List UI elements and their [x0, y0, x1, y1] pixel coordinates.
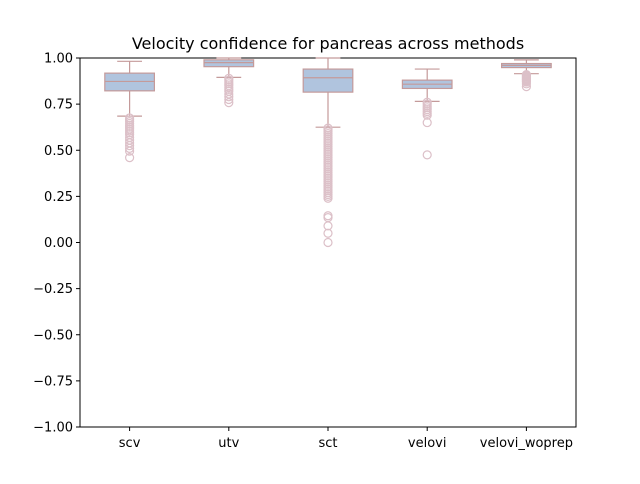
box-utv [203, 59, 255, 68]
flier-point [125, 146, 135, 156]
flier-point [224, 89, 234, 99]
x-tick-label: sct [318, 436, 337, 451]
y-tick-label: −0.25 [33, 282, 73, 297]
flier-point [422, 110, 432, 120]
x-tick-label: velovi [408, 436, 447, 451]
chart-title: Velocity confidence for pancreas across … [132, 34, 524, 53]
flier-point [323, 193, 333, 203]
flier-point [224, 92, 234, 102]
box-group-scv [104, 60, 156, 163]
x-tick-label: utv [218, 436, 239, 451]
x-tick-label: velovi_woprep [480, 436, 573, 451]
box-group-velovi [401, 68, 453, 160]
flier-point [323, 221, 333, 231]
axes-layer: −1.00 −0.75 −0.50 −0.25 0.00 0.25 0.50 0.75 1.00… [33, 52, 577, 451]
flier-point [323, 211, 333, 221]
y-tick-label: −0.75 [33, 374, 73, 389]
flier-point [224, 94, 234, 105]
box-group-sct [302, 57, 354, 248]
flier-point [125, 141, 135, 151]
y-tick-label: −0.50 [33, 328, 73, 343]
flier-point [125, 153, 135, 163]
y-tick-label: 0.75 [44, 98, 73, 113]
x-tick-label: scv [119, 436, 141, 451]
boxes-layer [104, 57, 552, 248]
flier-point [521, 81, 532, 92]
box-sct [302, 68, 354, 93]
flier-point [323, 212, 333, 223]
box-group-utv [203, 57, 255, 108]
box-group-velovi_woprep [501, 59, 552, 92]
y-tick-label: 1.00 [44, 52, 73, 67]
flier-point [422, 150, 432, 160]
flier-point [224, 98, 234, 108]
flier-point [422, 117, 432, 128]
flier-point [521, 79, 532, 89]
flier-point [323, 228, 333, 238]
flier-point [125, 143, 135, 154]
y-tick-label: −1.00 [33, 421, 73, 436]
y-tick-label: 0.50 [44, 144, 73, 159]
flier-point [323, 237, 333, 248]
y-tick-label: 0.25 [44, 190, 73, 205]
y-tick-label: 0.00 [44, 236, 73, 251]
